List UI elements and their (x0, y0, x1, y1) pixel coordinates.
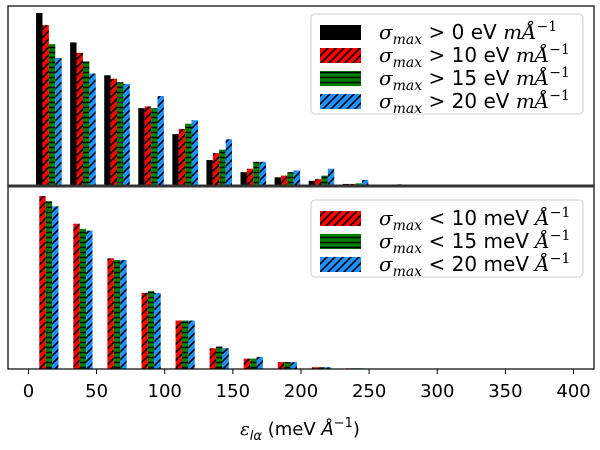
bar-top-s0-b2 (104, 75, 111, 186)
bar-bottom-s0-b8 (311, 367, 319, 369)
bar-top-s1-b7 (280, 175, 288, 186)
legend-swatch-1-1 (320, 234, 361, 249)
bar-top-s1-b6 (246, 168, 254, 186)
bar-top-s2-b7 (287, 172, 294, 186)
bar-top-s1-b4 (178, 128, 186, 186)
bar-top-s3-b7 (293, 170, 301, 186)
bar-bottom-s0-b4 (175, 320, 182, 369)
bar-bottom-s1-b3 (147, 291, 155, 369)
bar-bottom-s2-b6 (256, 356, 263, 369)
legend-swatch-1-0 (320, 211, 361, 226)
bar-bottom-s1-b2 (113, 260, 121, 369)
bar-bottom-s0-b3 (141, 292, 148, 369)
x-axis: 0 50 100 150 200 250 300 350 400 εlα (meV Å−1) (23, 369, 591, 444)
x-tick-label-1: 50 (85, 381, 108, 402)
bar-bottom-s0-b0 (39, 196, 46, 369)
bar-top-s2-b5 (219, 149, 226, 186)
bar-top-s1-b0 (42, 25, 49, 186)
bar-top-s0-b1 (70, 42, 77, 186)
bar-bottom-s0-b2 (107, 258, 114, 369)
bar-bottom-s2-b0 (52, 206, 59, 369)
bar-top-s2-b8 (321, 175, 328, 186)
x-tick-label-8: 400 (556, 381, 590, 402)
bar-top-s1-b3 (144, 106, 152, 186)
bar-bottom-s0-b5 (209, 348, 217, 369)
bar-top-s3-b9 (361, 179, 369, 186)
legend-label-0-2: σmax > 15 eV mÅ−1 (379, 65, 570, 94)
legend-label-1-0: σmax < 10 meV Å−1 (379, 205, 570, 234)
bar-top-s0-b0 (36, 13, 43, 186)
x-tick-label-7: 350 (488, 381, 522, 402)
legend-label-0-0: σmax > 0 eV mÅ−1 (379, 19, 557, 48)
bar-bottom-s2-b2 (120, 260, 127, 369)
legend-label-0-3: σmax > 20 eV mÅ−1 (379, 88, 570, 117)
x-tick-label-0: 0 (23, 381, 34, 402)
bar-top-s0-b6 (240, 172, 247, 186)
top-panel (7, 5, 595, 187)
bar-bottom-s1-b6 (250, 358, 257, 369)
bar-top-s0-b7 (274, 177, 281, 186)
bar-top-s2-b3 (151, 108, 158, 186)
bar-top-s2-b0 (48, 44, 56, 186)
bar-top-s2-b2 (117, 82, 124, 186)
legend-swatch-0-3 (320, 94, 361, 109)
bar-top-s1-b8 (315, 179, 322, 186)
bar-bottom-s1-b1 (79, 228, 87, 369)
bar-bottom-s1-b5 (216, 346, 223, 369)
bar-bottom-s2-b4 (188, 320, 195, 369)
bar-bottom-s0-b6 (243, 358, 251, 369)
legend-box-0 (310, 13, 584, 115)
bar-top-s0-b4 (172, 134, 179, 186)
bar-top-s1-b2 (110, 78, 118, 186)
bar-top-s3-b5 (225, 139, 233, 186)
bar-bottom-s1-b7 (284, 362, 291, 369)
x-tick-label-2: 100 (148, 381, 182, 402)
bar-top-s2-b1 (82, 61, 90, 186)
bar-bottom-s1-b8 (318, 367, 325, 369)
x-tick-label-4: 200 (284, 381, 318, 402)
bar-bottom-s1-b4 (181, 320, 189, 369)
bar-top-s3-b6 (259, 161, 267, 186)
bar-bottom-s2-b5 (222, 348, 229, 369)
legend-label-0-1: σmax > 10 eV mÅ−1 (379, 42, 570, 71)
x-axis-label: εlα (meV Å−1) (240, 416, 360, 444)
legend-box-1 (310, 199, 584, 278)
bar-top-s3-b8 (327, 168, 335, 186)
bar-bottom-s2-b1 (86, 230, 93, 369)
x-tick-label-5: 250 (352, 381, 386, 402)
x-tick-label-3: 150 (216, 381, 250, 402)
bar-top-s1-b5 (212, 153, 220, 186)
bar-top-s3-b4 (191, 120, 198, 186)
bar-top-s3-b2 (123, 83, 130, 186)
bar-bottom-s2-b3 (154, 292, 161, 369)
legend-swatch-0-2 (320, 71, 361, 86)
x-tick-label-6: 300 (420, 381, 454, 402)
legend-swatch-0-0 (320, 25, 361, 40)
bar-bottom-s0-b7 (277, 362, 285, 369)
legend-swatch-1-2 (320, 257, 361, 272)
bar-top-s2-b6 (253, 161, 260, 186)
bar-top-s0-b5 (206, 160, 213, 186)
bar-top-s0-b3 (138, 108, 145, 186)
bar-top-s0-b8 (308, 180, 316, 186)
bar-top-s3-b0 (55, 57, 62, 187)
legend-label-1-2: σmax < 20 meV Å−1 (379, 251, 570, 280)
bar-top-s3-b3 (157, 96, 164, 186)
legend-swatch-0-1 (320, 48, 361, 63)
bar-top-s2-b4 (185, 123, 192, 186)
bar-bottom-s1-b0 (45, 201, 53, 369)
bar-top-s1-b1 (76, 52, 83, 186)
bar-bottom-s2-b7 (290, 362, 297, 369)
bar-bottom-s0-b1 (73, 223, 80, 369)
bar-top-s3-b1 (89, 73, 96, 186)
legend-label-1-1: σmax < 15 meV Å−1 (379, 228, 570, 257)
bar-bottom-s2-b8 (324, 367, 332, 369)
